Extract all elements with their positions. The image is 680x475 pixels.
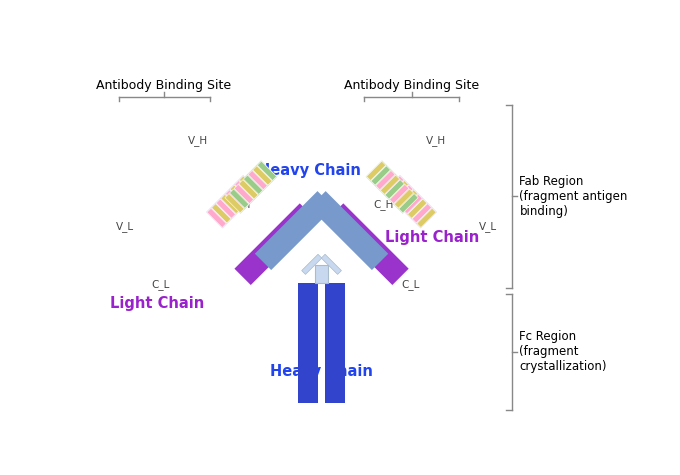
Polygon shape: [371, 166, 390, 185]
Text: Heavy Chain: Heavy Chain: [258, 163, 360, 179]
Text: Light Chain: Light Chain: [109, 296, 204, 311]
Polygon shape: [255, 191, 334, 270]
Polygon shape: [394, 189, 413, 208]
Polygon shape: [230, 185, 250, 204]
Text: V_H: V_H: [188, 135, 208, 146]
Polygon shape: [211, 204, 231, 223]
Polygon shape: [380, 175, 400, 194]
Polygon shape: [235, 203, 316, 285]
Polygon shape: [384, 175, 437, 228]
Polygon shape: [225, 194, 244, 213]
Polygon shape: [366, 161, 419, 214]
Polygon shape: [216, 199, 235, 219]
Polygon shape: [235, 180, 254, 200]
Polygon shape: [309, 191, 388, 270]
Polygon shape: [239, 176, 258, 195]
Polygon shape: [257, 161, 277, 180]
Polygon shape: [407, 199, 427, 219]
Text: C_H: C_H: [374, 200, 394, 210]
Text: Light Chain: Light Chain: [386, 230, 479, 246]
Text: Heavy Chain: Heavy Chain: [270, 364, 373, 379]
Text: C_L: C_L: [152, 279, 170, 290]
Polygon shape: [390, 184, 409, 204]
Polygon shape: [384, 176, 404, 195]
Polygon shape: [412, 204, 432, 223]
Polygon shape: [221, 194, 240, 214]
Text: Fab Region
(fragment antigen
binding): Fab Region (fragment antigen binding): [520, 175, 628, 218]
Text: Antibody Binding Site: Antibody Binding Site: [96, 78, 231, 92]
Polygon shape: [399, 194, 418, 213]
Polygon shape: [243, 175, 262, 194]
Polygon shape: [234, 184, 254, 204]
Polygon shape: [376, 171, 395, 190]
Polygon shape: [206, 175, 260, 228]
FancyBboxPatch shape: [316, 265, 328, 284]
Polygon shape: [321, 254, 341, 275]
Polygon shape: [403, 194, 422, 214]
Polygon shape: [248, 171, 267, 190]
Text: Antibody Binding Site: Antibody Binding Site: [344, 78, 479, 92]
Polygon shape: [394, 185, 413, 204]
Polygon shape: [389, 180, 409, 200]
Polygon shape: [230, 189, 249, 208]
Polygon shape: [327, 203, 409, 285]
Text: V_L: V_L: [479, 221, 498, 232]
Polygon shape: [226, 190, 245, 209]
Polygon shape: [385, 180, 405, 199]
Polygon shape: [398, 190, 418, 209]
Text: C_L: C_L: [401, 279, 420, 290]
Polygon shape: [239, 180, 258, 199]
Polygon shape: [253, 166, 272, 185]
Polygon shape: [207, 208, 226, 228]
Text: V_H: V_H: [426, 135, 445, 146]
Bar: [298, 284, 318, 403]
Polygon shape: [302, 254, 322, 275]
Text: Fc Region
(fragment
crystallization): Fc Region (fragment crystallization): [520, 331, 607, 373]
Text: V_L: V_L: [116, 221, 135, 232]
Text: C_H: C_H: [231, 200, 251, 210]
Bar: [326, 284, 345, 403]
Polygon shape: [367, 161, 386, 180]
Polygon shape: [224, 161, 277, 214]
Polygon shape: [417, 208, 436, 228]
